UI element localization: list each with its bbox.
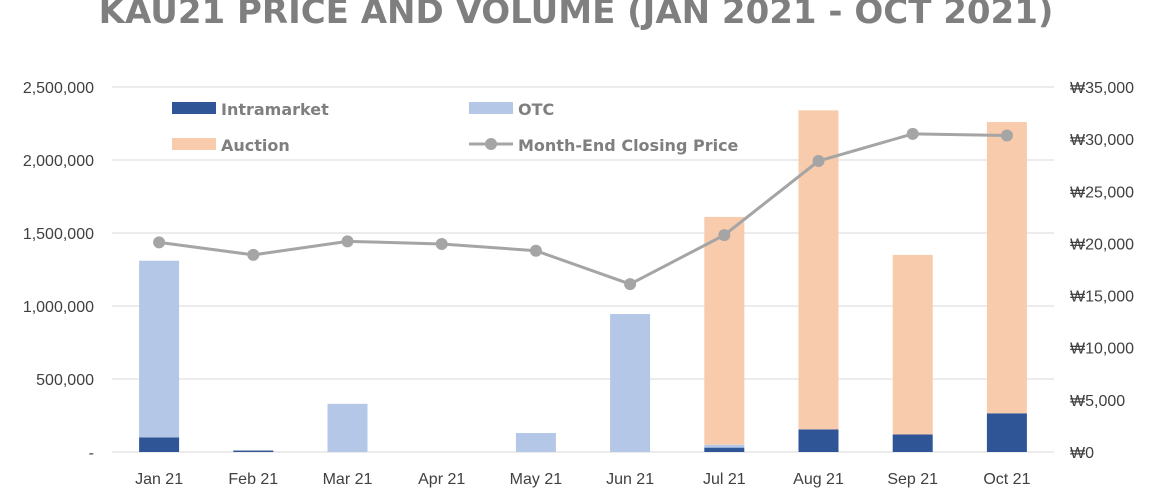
price-point: [153, 236, 166, 249]
x-tick-label: Mar 21: [323, 471, 373, 488]
legend-label-price: Month-End Closing Price: [518, 136, 739, 155]
bar-intramarket: [986, 413, 1027, 452]
legend-label-otc: OTC: [518, 100, 554, 119]
bar-auction: [892, 254, 933, 435]
price-point: [247, 248, 260, 261]
price-point: [718, 229, 731, 242]
right-tick-label: ₩25,000: [1070, 184, 1134, 201]
legend-swatch-otc: [469, 102, 513, 114]
right-tick-label: ₩35,000: [1070, 80, 1134, 97]
x-tick-label: Feb 21: [228, 471, 278, 488]
legend-swatch-price-marker: [485, 138, 497, 150]
bar-otc: [515, 433, 556, 452]
chart-title: KAU21 PRICE AND VOLUME (JAN 2021 - OCT 2…: [98, 0, 1054, 32]
bar-otc: [704, 444, 745, 448]
bar-series: [139, 110, 1027, 452]
left-tick-label: 1,500,000: [23, 226, 94, 243]
price-point: [812, 155, 825, 168]
legend-swatch-auction: [172, 138, 216, 150]
price-point: [906, 127, 919, 140]
x-tick-label: Oct 21: [983, 471, 1030, 488]
left-tick-label: 1,000,000: [23, 299, 94, 316]
x-tick-label: Sep 21: [887, 471, 938, 488]
left-axis-ticks: - 500,000 1,000,000 1,500,000 2,000,000 2,500…: [23, 80, 94, 462]
bar-intramarket: [704, 447, 745, 452]
bar-auction: [986, 122, 1027, 414]
x-tick-label: Aug 21: [793, 471, 844, 488]
bar-intramarket: [233, 450, 274, 452]
price-line: [158, 132, 1007, 286]
bar-otc: [610, 314, 651, 452]
bar-intramarket: [139, 437, 180, 452]
price-point: [624, 278, 637, 291]
legend-label-auction: Auction: [221, 136, 290, 155]
right-tick-label: ₩0: [1070, 445, 1094, 462]
x-tick-label: Apr 21: [418, 471, 465, 488]
legend-label-intramarket: Intramarket: [221, 100, 329, 119]
x-tick-label: Jan 21: [135, 471, 183, 488]
right-tick-label: ₩5,000: [1070, 393, 1125, 410]
bar-otc: [327, 403, 368, 452]
x-tick-label: Jun 21: [606, 471, 654, 488]
right-tick-label: ₩20,000: [1070, 236, 1134, 253]
left-tick-label: 2,500,000: [23, 80, 94, 97]
right-tick-label: ₩15,000: [1070, 289, 1134, 306]
price-point: [341, 235, 354, 248]
bar-intramarket: [892, 434, 933, 452]
legend-swatch-intramarket: [172, 102, 216, 114]
left-tick-label: 500,000: [36, 372, 94, 389]
x-axis-ticks: Jan 21 Feb 21 Mar 21 Apr 21 May 21 Jun 21 Jul …: [135, 471, 1030, 488]
price-point: [1000, 129, 1013, 142]
x-tick-label: Jul 21: [703, 471, 746, 488]
legend: Intramarket OTC Auction Month-End Closin…: [172, 100, 739, 155]
left-tick-label: 2,000,000: [23, 153, 94, 170]
left-tick-label: -: [89, 445, 94, 462]
right-tick-label: ₩10,000: [1070, 341, 1134, 358]
price-point: [435, 237, 448, 250]
right-tick-label: ₩30,000: [1070, 132, 1134, 149]
right-axis-ticks: ₩0 ₩5,000 ₩10,000 ₩15,000 ₩20,000 ₩25,000 ₩30,…: [1070, 80, 1134, 462]
bar-auction: [704, 216, 745, 445]
price-line-series: [153, 127, 1013, 291]
price-point: [529, 244, 542, 257]
bar-intramarket: [798, 429, 839, 452]
x-tick-label: May 21: [510, 471, 563, 488]
bar-otc: [139, 260, 180, 438]
